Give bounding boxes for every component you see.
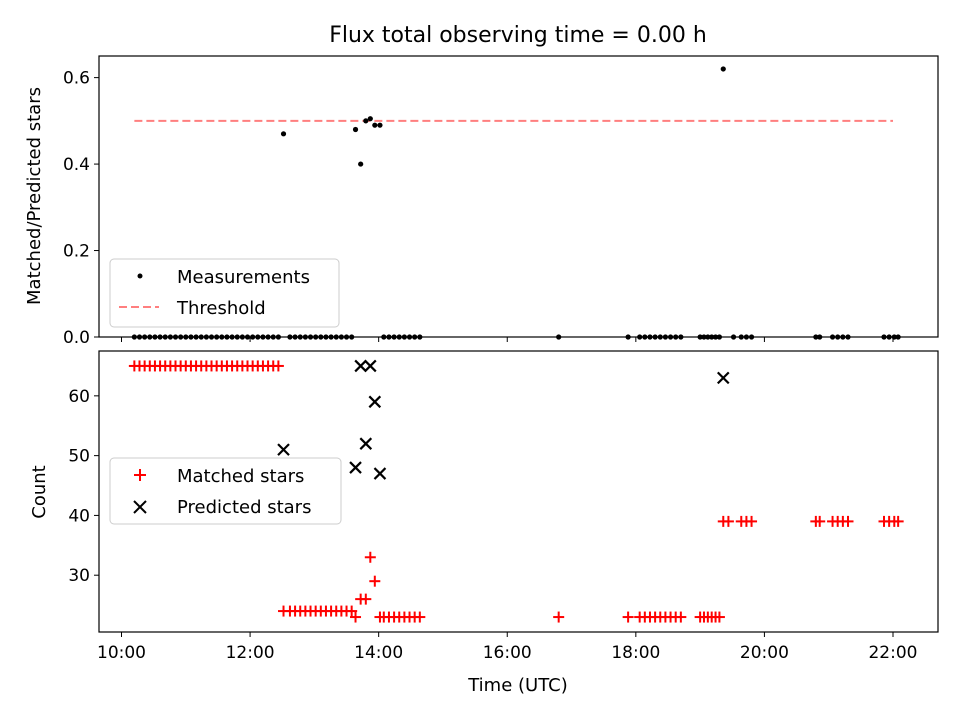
matched-star-point xyxy=(414,611,426,623)
matched-star-point xyxy=(622,611,634,623)
bottom-xtick-label: 16:00 xyxy=(483,643,532,663)
predicted-star-stroke-b xyxy=(716,371,730,385)
top-ytick-label: 0.6 xyxy=(63,69,90,89)
predicted-star-point xyxy=(349,461,362,474)
matched-star-point xyxy=(553,611,565,623)
predicted-star-point xyxy=(364,359,377,373)
bottom-legend-box xyxy=(109,457,342,525)
top-legend: Measurements Threshold xyxy=(109,258,340,328)
bottom-ytick-label: 60 xyxy=(68,387,90,407)
measurement-point xyxy=(372,122,378,128)
bottom-y-axis-label: Count xyxy=(29,465,50,518)
bottom-xtick-label: 12:00 xyxy=(226,643,275,663)
top-axes: 0.0 0.2 0.4 0.6 Matched/Predicted stars Mea… xyxy=(24,55,939,348)
matched-star-point xyxy=(842,515,854,527)
legend-measurements-label: Measurements xyxy=(177,267,310,288)
legend-matched-label: Matched stars xyxy=(177,466,304,487)
matched-star-point xyxy=(746,515,758,527)
predicted-star-stroke-b xyxy=(277,443,290,456)
legend-predicted-marker xyxy=(133,500,147,514)
matched-star-point xyxy=(814,515,826,527)
chart-title: Flux total observing time = 0.00 h xyxy=(329,23,707,48)
matched-star-point xyxy=(892,515,904,527)
bottom-xticks: 10:00 12:00 14:00 16:00 18:00 20:00 22:00 xyxy=(97,632,917,663)
bottom-xtick-label: 18:00 xyxy=(611,643,660,663)
bottom-legend: Matched stars Predicted stars xyxy=(109,457,342,525)
predicted-star-point xyxy=(354,359,367,373)
legend-measurements-marker xyxy=(137,273,143,279)
bottom-xtick-label: 22:00 xyxy=(868,643,917,663)
predicted-star-stroke-b xyxy=(364,359,377,373)
predicted-star-stroke-b xyxy=(359,437,373,450)
measurement-point xyxy=(358,161,364,167)
matched-star-point xyxy=(713,611,725,623)
predicted-star-point xyxy=(373,467,387,480)
matched-star-point xyxy=(675,611,687,623)
matched-star-point xyxy=(364,551,376,563)
measurement-point xyxy=(352,126,359,133)
measurement-point xyxy=(363,118,369,124)
top-ytick-label: 0.0 xyxy=(63,328,90,348)
bottom-xtick-label: 14:00 xyxy=(354,643,403,663)
legend-threshold-label: Threshold xyxy=(176,298,266,319)
measurement-point xyxy=(367,116,373,122)
top-ytick-label: 0.4 xyxy=(63,155,90,175)
predicted-star-point xyxy=(359,437,373,450)
predicted-star-point xyxy=(368,395,382,409)
bottom-xtick-label: 10:00 xyxy=(97,643,146,663)
predicted-star-point xyxy=(277,443,290,456)
bottom-ytick-label: 50 xyxy=(68,447,90,467)
measurement-point xyxy=(280,131,287,137)
matched-star-point xyxy=(346,605,358,617)
top-axes-frame xyxy=(98,55,939,338)
top-legend-box xyxy=(109,258,340,328)
x-axis-label: Time (UTC) xyxy=(467,675,568,696)
matched-star-point xyxy=(369,575,381,587)
matched-star-point xyxy=(350,611,362,623)
top-y-axis-label: Matched/Predicted stars xyxy=(24,87,45,305)
bottom-ytick-label: 40 xyxy=(68,506,90,526)
measurement-point xyxy=(377,122,383,128)
bottom-xtick-label: 20:00 xyxy=(740,643,789,663)
predicted-star-stroke-b xyxy=(349,461,362,474)
predicted-star-point xyxy=(716,371,730,385)
top-ytick-label: 0.2 xyxy=(63,242,90,262)
bottom-points-layer xyxy=(128,359,904,623)
matched-star-point xyxy=(722,515,734,527)
predicted-star-stroke-b xyxy=(373,467,387,480)
measurement-point xyxy=(720,66,726,72)
matched-star-point xyxy=(272,360,284,372)
top-xticks xyxy=(121,337,894,342)
top-yticks: 0.0 0.2 0.4 0.6 xyxy=(63,69,99,348)
bottom-axes: 30 40 50 60 10:00 12:00 14:00 16:00 18:00 20:00 2… xyxy=(29,350,939,696)
matched-star-point xyxy=(360,593,372,605)
legend-matched-marker xyxy=(134,469,146,481)
predicted-star-stroke-b xyxy=(354,359,367,373)
bottom-axes-frame xyxy=(98,350,939,633)
legend-predicted-label: Predicted stars xyxy=(177,497,311,518)
bottom-ytick-label: 30 xyxy=(68,566,90,586)
bottom-yticks: 30 40 50 60 xyxy=(68,387,99,586)
predicted-star-stroke-b xyxy=(368,395,382,409)
